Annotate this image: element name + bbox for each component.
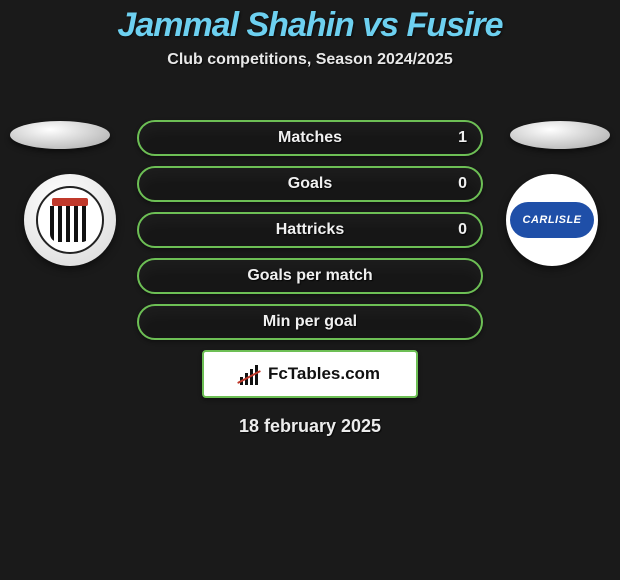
grimsby-crest-icon (36, 186, 104, 254)
carlisle-crest-icon: CARLISLE (513, 205, 591, 235)
stat-label: Matches (139, 129, 481, 147)
page-title: Jammal Shahin vs Fusire (0, 0, 620, 47)
bars-trend-icon (240, 363, 262, 385)
stats-column: Matches 1 Goals 0 Hattricks 0 Goals per … (137, 120, 483, 437)
stat-row-mpg: Min per goal (137, 304, 483, 340)
stat-label: Goals per match (139, 267, 481, 285)
title-text: Jammal Shahin vs Fusire (117, 6, 502, 44)
stat-row-gpm: Goals per match (137, 258, 483, 294)
stat-row-matches: Matches 1 (137, 120, 483, 156)
brand-label: FcTables.com (268, 364, 380, 384)
stat-row-goals: Goals 0 (137, 166, 483, 202)
club-badge-right: CARLISLE (506, 174, 598, 266)
stat-label: Min per goal (139, 313, 481, 331)
player-photo-right (510, 121, 610, 149)
stat-value-right: 0 (458, 175, 467, 193)
player-photo-left (10, 121, 110, 149)
stat-label: Hattricks (139, 221, 481, 239)
date-label: 18 february 2025 (137, 416, 483, 437)
stat-row-hattricks: Hattricks 0 (137, 212, 483, 248)
stat-value-right: 1 (458, 129, 467, 147)
brand-box[interactable]: FcTables.com (202, 350, 418, 398)
subtitle: Club competitions, Season 2024/2025 (0, 51, 620, 69)
club-badge-left (24, 174, 116, 266)
stat-value-right: 0 (458, 221, 467, 239)
stat-label: Goals (139, 175, 481, 193)
